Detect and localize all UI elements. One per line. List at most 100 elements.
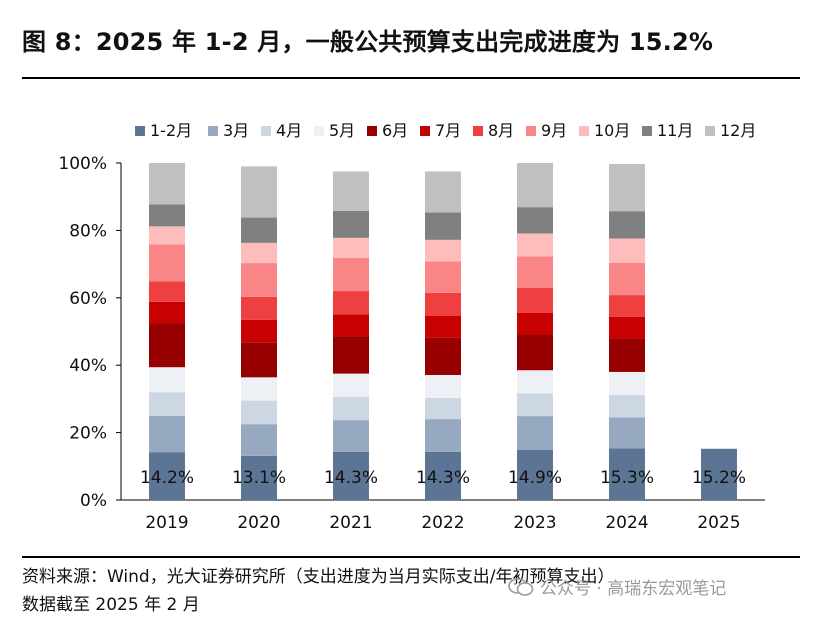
x-tick-label: 2020: [237, 513, 280, 533]
bar-segment-2019-9月: [149, 244, 185, 282]
bar-segment-2024-7月: [609, 316, 645, 339]
bar-segment-2023-5月: [517, 370, 553, 394]
legend-label-9月: 9月: [541, 121, 567, 140]
legend-swatch-10月: [579, 126, 589, 136]
bar-segment-2021-10月: [333, 237, 369, 259]
watermark-text: 公众号 · 高瑞东宏观笔记: [540, 579, 727, 599]
data-label-2021: 14.3%: [324, 468, 378, 488]
x-tick-label: 2024: [605, 513, 648, 533]
data-label-2022: 14.3%: [416, 468, 470, 488]
bar-segment-2024-5月: [609, 371, 645, 395]
legend-label-11月: 11月: [657, 121, 693, 140]
bar-segment-2024-4月: [609, 394, 645, 418]
legend-swatch-4月: [261, 126, 271, 136]
bar-segment-2025-1-2月: [701, 448, 737, 500]
bar-segment-2020-6月: [241, 342, 277, 378]
bar-segment-2021-6月: [333, 336, 369, 374]
y-tick-label: 20%: [69, 424, 107, 444]
bar-segment-2022-1-2月: [425, 451, 461, 500]
bar-segment-2020-7月: [241, 319, 277, 343]
legend-label-1-2月: 1-2月: [150, 121, 192, 140]
legend-swatch-12月: [705, 126, 715, 136]
bar-segment-2020-9月: [241, 263, 277, 297]
bar-segment-2019-8月: [149, 281, 185, 302]
bar-segment-2021-3月: [333, 420, 369, 452]
data-label-2023: 14.9%: [508, 468, 562, 488]
bar-segment-2023-1-2月: [517, 449, 553, 500]
legend-label-10月: 10月: [594, 121, 630, 140]
bottom-rule: [22, 556, 800, 558]
legend-label-3月: 3月: [223, 121, 249, 140]
bar-segment-2021-9月: [333, 258, 369, 292]
legend-swatch-8月: [473, 126, 483, 136]
bar-segment-2024-12月: [609, 164, 645, 212]
bar-segment-2020-11月: [241, 217, 277, 243]
bar-segment-2020-3月: [241, 424, 277, 456]
y-tick-label: 0%: [80, 491, 107, 511]
bar-segment-2019-10月: [149, 226, 185, 245]
bar-segment-2023-10月: [517, 233, 553, 257]
bar-segment-2023-12月: [517, 163, 553, 208]
legend-swatch-11月: [642, 126, 652, 136]
bar-segment-2019-12月: [149, 163, 185, 205]
y-tick-label: 40%: [69, 356, 107, 376]
y-tick-label: 80%: [69, 221, 107, 241]
bar-segment-2019-4月: [149, 392, 185, 416]
bar-segment-2024-1-2月: [609, 448, 645, 500]
legend-swatch-5月: [314, 126, 324, 136]
bar-segment-2023-6月: [517, 334, 553, 371]
bar-segment-2021-12月: [333, 171, 369, 211]
bar-segment-2019-7月: [149, 301, 185, 324]
bar-segment-2020-8月: [241, 296, 277, 320]
legend-label-8月: 8月: [488, 121, 514, 140]
wechat-icon: [508, 577, 534, 596]
bar-segment-2023-11月: [517, 207, 553, 234]
source-note: 资料来源：Wind，光大证券研究所（支出进度为当月实际支出/年初预算支出）: [22, 567, 615, 587]
bar-segment-2019-3月: [149, 415, 185, 453]
legend-swatch-9月: [526, 126, 536, 136]
x-tick-label: 2025: [697, 513, 740, 533]
bar-segment-2019-6月: [149, 323, 185, 368]
bar-segment-2023-7月: [517, 312, 553, 335]
bar-segment-2022-12月: [425, 171, 461, 213]
bar-segment-2020-10月: [241, 242, 277, 264]
bar-segment-2023-3月: [517, 416, 553, 450]
data-label-2024: 15.3%: [600, 468, 654, 488]
bar-segment-2020-12月: [241, 166, 277, 218]
bar-segment-2022-8月: [425, 292, 461, 316]
bar-segment-2021-5月: [333, 373, 369, 397]
legend-label-6月: 6月: [382, 121, 408, 140]
bar-segment-2020-1-2月: [241, 455, 277, 500]
bar-segment-2022-11月: [425, 212, 461, 240]
y-tick-label: 60%: [69, 289, 107, 309]
data-label-2020: 13.1%: [232, 468, 286, 488]
bar-segment-2024-9月: [609, 262, 645, 296]
bar-segment-2021-4月: [333, 396, 369, 421]
x-tick-label: 2019: [145, 513, 188, 533]
bar-segment-2022-9月: [425, 261, 461, 293]
bar-segment-2024-6月: [609, 338, 645, 372]
bar-segment-2023-9月: [517, 256, 553, 289]
bar-segment-2022-4月: [425, 397, 461, 420]
bar-segment-2022-5月: [425, 374, 461, 398]
stacked-bar-chart: 0% 20% 40% 60% 80% 100% 2019 14.2% 2020 13.1% 2021…: [58, 121, 765, 533]
bar-segment-2024-8月: [609, 295, 645, 317]
legend-swatch-3月: [208, 126, 218, 136]
bar-segment-2019-5月: [149, 367, 185, 393]
x-tick-label: 2021: [329, 513, 372, 533]
top-rule: [22, 77, 800, 79]
bar-segment-2022-10月: [425, 239, 461, 262]
legend-swatch-1-2月: [135, 126, 145, 136]
chart-title: 图 8：2025 年 1-2 月，一般公共预算支出完成进度为 15.2%: [22, 28, 714, 56]
legend-label-4月: 4月: [276, 121, 302, 140]
data-label-2025: 15.2%: [692, 468, 746, 488]
bar-segment-2024-11月: [609, 211, 645, 239]
bar-segment-2021-7月: [333, 314, 369, 337]
bar-segment-2023-8月: [517, 288, 553, 313]
y-tick-label: 100%: [58, 154, 107, 174]
bar-segment-2021-8月: [333, 291, 369, 315]
bar-segment-2024-3月: [609, 417, 645, 449]
legend-label-5月: 5月: [329, 121, 355, 140]
bar-segment-2023-4月: [517, 393, 553, 417]
legend-swatch-7月: [420, 126, 430, 136]
